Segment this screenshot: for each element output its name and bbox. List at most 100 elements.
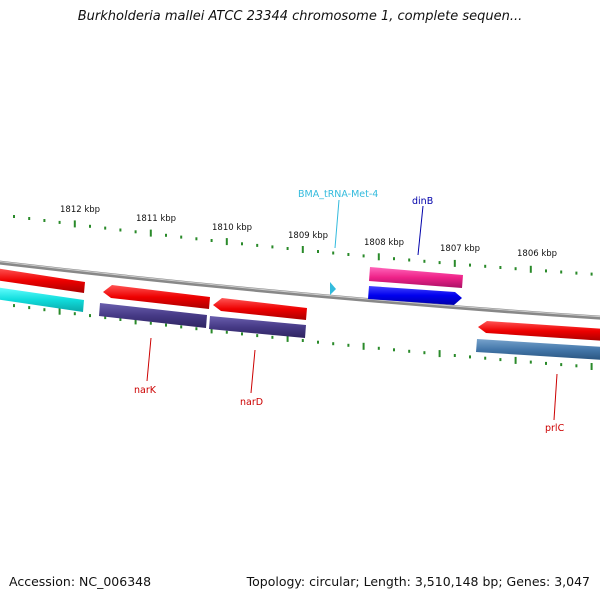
major-tick: [453, 259, 456, 267]
gene-label-trna: BMA_tRNA-Met-4: [298, 189, 378, 200]
minor-tick: [393, 257, 395, 261]
minor-tick: [408, 349, 411, 353]
minor-tick: [89, 314, 91, 318]
minor-tick: [28, 306, 31, 310]
major-tick: [377, 253, 380, 261]
cds-feature[interactable]: [0, 287, 84, 312]
minor-tick: [28, 217, 31, 220]
minor-tick: [317, 250, 319, 253]
major-tick: [210, 326, 213, 334]
major-tick: [225, 238, 228, 246]
gene-label-prlC: prlC: [545, 423, 565, 434]
minor-tick: [347, 343, 350, 347]
minor-tick: [560, 363, 563, 367]
cds-feature[interactable]: [103, 285, 210, 309]
minor-tick: [241, 242, 243, 246]
minor-tick: [256, 334, 259, 338]
minor-tick: [545, 269, 547, 273]
minor-tick: [134, 230, 137, 234]
minor-tick: [484, 356, 487, 360]
gene-label-narK: narK: [134, 385, 157, 396]
minor-tick: [13, 215, 15, 218]
kbp-tick-label: 1809 kbp: [288, 231, 328, 241]
minor-tick: [423, 351, 426, 355]
kbp-tick-label: 1812 kbp: [60, 205, 100, 215]
minor-tick: [43, 219, 46, 222]
cds-feature[interactable]: [369, 267, 463, 288]
kbp-tick-label: 1808 kbp: [364, 238, 404, 248]
upper-tick-row: [13, 215, 593, 276]
gene-leader-line: [146, 337, 152, 382]
gene-leader-line: [417, 205, 424, 256]
minor-tick: [286, 247, 289, 250]
genome-backbone-highlight: [0, 261, 600, 318]
minor-tick: [271, 335, 274, 339]
major-tick: [529, 265, 532, 273]
topology-text: Topology: circular; Length: 3,510,148 bp…: [246, 574, 590, 589]
accession-text: Accession: NC_006348: [9, 574, 152, 589]
minor-tick: [165, 233, 167, 237]
minor-tick: [317, 340, 319, 344]
minor-tick: [195, 327, 198, 331]
trna-feature[interactable]: [330, 282, 336, 295]
gene-leader-line: [334, 199, 340, 249]
minor-tick: [484, 264, 487, 268]
minor-tick: [149, 321, 152, 325]
gene-label-dinB: dinB: [412, 196, 433, 207]
minor-tick: [347, 253, 350, 256]
minor-tick: [225, 330, 228, 334]
cds-feature[interactable]: [213, 298, 307, 320]
minor-tick: [377, 346, 380, 350]
minor-tick: [453, 354, 456, 357]
minor-tick: [210, 239, 213, 242]
minor-tick: [575, 271, 578, 275]
kbp-tick-labels: 1812 kbp 1811 kbp 1810 kbp 1809 kbp 1808…: [60, 205, 557, 259]
cds-feature[interactable]: [0, 268, 85, 293]
major-tick: [286, 334, 289, 342]
cds-feature[interactable]: [476, 339, 600, 360]
minor-tick: [119, 228, 122, 232]
genome-backbone: [0, 260, 600, 320]
kbp-tick-label: 1806 kbp: [517, 249, 557, 259]
minor-tick: [590, 272, 593, 276]
minor-tick: [104, 226, 107, 230]
minor-tick: [545, 361, 547, 365]
minor-tick: [423, 259, 426, 263]
major-tick: [58, 307, 61, 315]
minor-tick: [469, 263, 471, 267]
gene-leader-line: [250, 349, 256, 394]
minor-tick: [575, 364, 578, 368]
minor-tick: [332, 342, 335, 346]
major-tick: [301, 246, 304, 253]
cds-feature-narK[interactable]: [99, 303, 207, 328]
major-tick: [514, 356, 517, 364]
kbp-tick-label: 1811 kbp: [136, 214, 176, 224]
minor-tick: [529, 360, 532, 364]
minor-tick: [73, 312, 76, 316]
minor-tick: [241, 332, 243, 336]
minor-tick: [560, 270, 563, 274]
minor-tick: [332, 251, 335, 255]
major-tick: [149, 229, 152, 237]
minor-tick: [514, 267, 517, 271]
minor-tick: [180, 325, 183, 329]
cds-feature-dinB[interactable]: [368, 286, 462, 305]
gene-label-narD: narD: [240, 397, 263, 408]
minor-tick: [89, 224, 91, 228]
minor-tick: [195, 237, 198, 241]
cds-feature-narD[interactable]: [209, 316, 306, 338]
minor-tick: [58, 220, 61, 224]
major-tick: [590, 363, 593, 370]
minor-tick: [43, 308, 46, 312]
kbp-tick-label: 1810 kbp: [212, 223, 252, 233]
cds-feature-prlC[interactable]: [478, 321, 600, 341]
minor-tick: [119, 318, 122, 321]
major-tick: [134, 317, 137, 325]
minor-tick: [362, 254, 365, 258]
minor-tick: [301, 339, 304, 342]
minor-tick: [499, 266, 502, 269]
minor-tick: [165, 323, 167, 327]
minor-tick: [438, 261, 441, 265]
